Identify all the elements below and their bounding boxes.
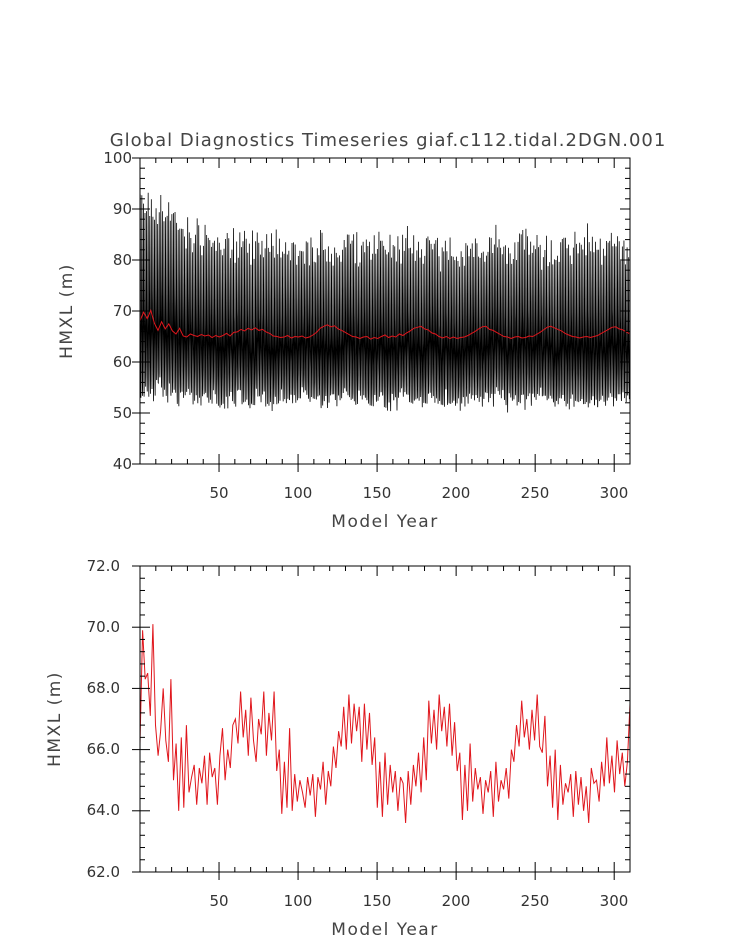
bottom-chart: 72.0 70.0 68.0 66.0 64.0 62.0 50 100 150…	[45, 557, 631, 940]
top-x-tick-label: 100	[284, 484, 313, 502]
top-chart: Global Diagnostics Timeseries giaf.c112.…	[57, 130, 667, 532]
top-y-tick-label: 80	[113, 251, 132, 269]
bottom-x-tick-label: 50	[209, 892, 228, 910]
bottom-series-annual	[139, 624, 631, 824]
top-x-tick-label: 50	[209, 484, 228, 502]
bottom-x-tick-label: 300	[600, 892, 629, 910]
top-x-axis-title: Model Year	[331, 512, 438, 532]
top-y-tick-label: 70	[113, 302, 132, 320]
bottom-y-tick-label: 70.0	[87, 618, 120, 636]
top-y-tick-label: 50	[113, 404, 132, 422]
bottom-x-tick-label: 150	[363, 892, 392, 910]
bottom-y-tick-label: 66.0	[87, 740, 120, 758]
top-x-tick-label: 300	[600, 484, 629, 502]
annual-hmxl-line	[139, 309, 631, 340]
bottom-x-tick-label: 100	[284, 892, 313, 910]
bottom-y-tick-label: 64.0	[87, 801, 120, 819]
bottom-ticks	[132, 565, 631, 880]
top-y-axis-title: HMXL (m)	[57, 263, 77, 359]
top-series-monthly	[139, 192, 631, 413]
bottom-x-tick-label: 250	[521, 892, 550, 910]
monthly-hmxl-line	[139, 192, 631, 413]
top-y-tick-label: 40	[113, 455, 132, 473]
top-y-tick-label: 90	[113, 200, 132, 218]
bottom-y-tick-label: 68.0	[87, 679, 120, 697]
top-x-tick-label: 200	[442, 484, 471, 502]
top-x-tick-label: 250	[521, 484, 550, 502]
top-x-tick-label: 150	[363, 484, 392, 502]
bottom-plot-frame	[139, 565, 631, 873]
bottom-y-tick-label: 62.0	[87, 863, 120, 881]
bottom-x-tick-label: 200	[442, 892, 471, 910]
top-chart-title: Global Diagnostics Timeseries giaf.c112.…	[110, 130, 667, 151]
top-y-tick-label: 100	[103, 149, 132, 167]
top-series-annual	[139, 309, 631, 340]
top-y-tick-label: 60	[113, 353, 132, 371]
bottom-y-tick-label: 72.0	[87, 557, 120, 575]
annual-hmxl-line	[139, 624, 631, 824]
bottom-y-axis-title: HMXL (m)	[45, 671, 65, 767]
top-ticks	[132, 157, 631, 472]
bottom-x-axis-title: Model Year	[331, 920, 438, 940]
